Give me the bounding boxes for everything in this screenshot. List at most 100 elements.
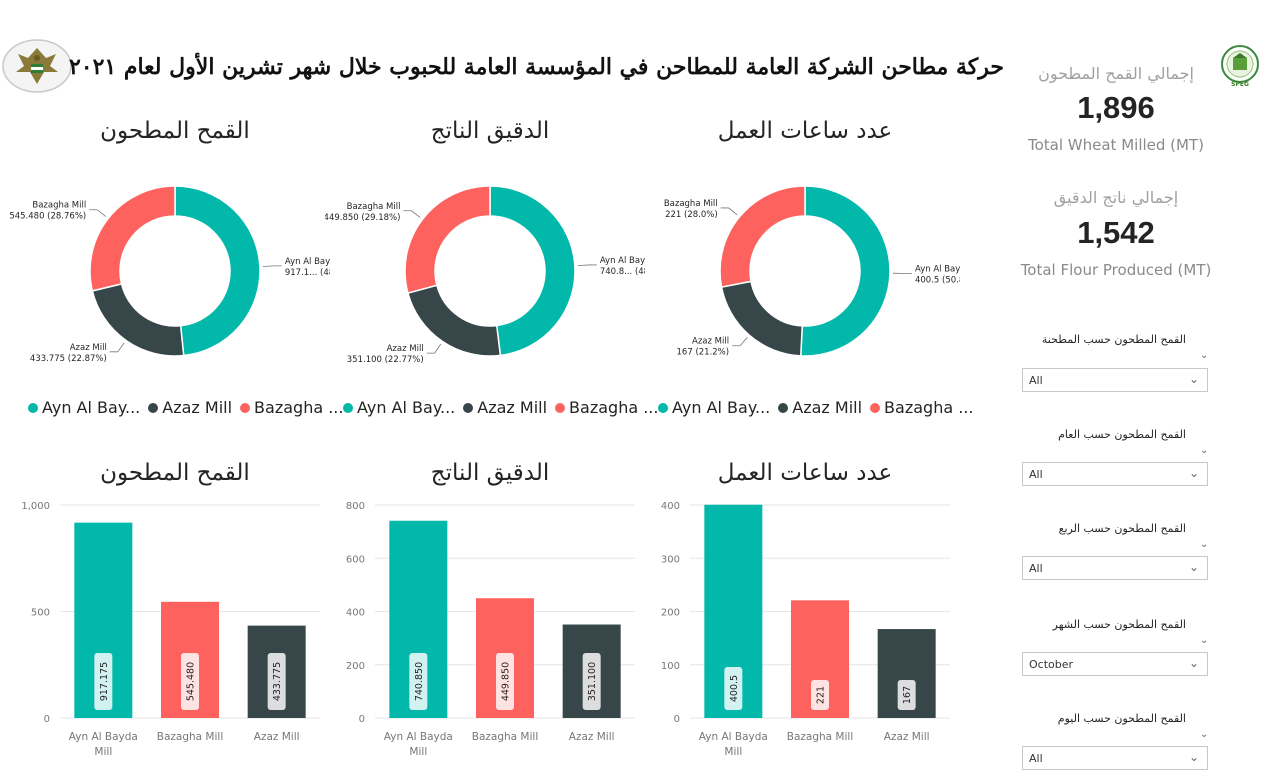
bar-value-label: 449.850 bbox=[501, 662, 512, 701]
donut-slice-value-label: 917.1... (48.3...) bbox=[285, 268, 330, 278]
chevron-down-icon[interactable]: ⌄ bbox=[1200, 635, 1209, 646]
slicer-dropdown-quarter[interactable]: All ⌄ bbox=[1022, 556, 1208, 580]
slicer-label-year: القمح المطحون حسب العام bbox=[1058, 428, 1186, 441]
legend-item-bazagha[interactable]: Bazagha ... bbox=[555, 398, 658, 417]
wheat-milled-bar-chart: 0 500 1,000 917.175 Ayn Al Bayda Mill 545.480 B… bbox=[21, 501, 320, 758]
x-category-label: Mill bbox=[409, 746, 427, 758]
x-category-label: Azaz Mill bbox=[569, 731, 615, 743]
x-category-label: Bazagha Mill bbox=[787, 731, 854, 743]
donut-slice-value-label: 545.480 (28.76%) bbox=[10, 212, 86, 222]
donut-slice[interactable] bbox=[799, 185, 891, 357]
legend-dot-teal bbox=[28, 402, 38, 413]
bar-value-label: 351.100 bbox=[587, 662, 598, 701]
hours-donut-legend: Ayn Al Bay... Azaz Mill Bazagha ... bbox=[658, 398, 973, 417]
donut-slice[interactable] bbox=[89, 185, 176, 292]
chart-title-hours-bar: عدد ساعات العمل bbox=[717, 460, 893, 486]
x-category-label: Bazagha Mill bbox=[157, 731, 224, 743]
y-tick-label: 800 bbox=[346, 501, 365, 512]
legend-label: Azaz Mill bbox=[162, 398, 233, 417]
chevron-down-icon[interactable]: ⌄ bbox=[1200, 539, 1209, 550]
x-category-label: Azaz Mill bbox=[884, 731, 930, 743]
legend-dot-red bbox=[240, 402, 251, 413]
slicer-dropdown-year[interactable]: All ⌄ bbox=[1022, 462, 1208, 486]
kpi-total-wheat-arabic-label: إجمالي القمح المطحون bbox=[1038, 64, 1194, 83]
donut-slice[interactable] bbox=[174, 185, 261, 357]
legend-dot-teal bbox=[343, 402, 353, 413]
y-tick-label: 400 bbox=[346, 608, 365, 619]
slicer-label-mill: القمح المطحون حسب المطحنة bbox=[1041, 333, 1186, 346]
legend-item-ayn-al-bayda[interactable]: Ayn Al Bay... bbox=[343, 398, 455, 417]
legend-item-bazagha[interactable]: Bazagha ... bbox=[870, 398, 973, 417]
donut-slice-value-label: 351.100 (22.77%) bbox=[347, 355, 424, 365]
legend-dot-teal bbox=[658, 402, 668, 413]
donut-slice-name-label: Bazagha Mill bbox=[664, 199, 718, 209]
chevron-down-icon: ⌄ bbox=[1188, 656, 1199, 670]
y-tick-label: 0 bbox=[44, 714, 50, 725]
legend-item-ayn-al-bayda[interactable]: Ayn Al Bay... bbox=[28, 398, 140, 417]
y-tick-label: 1,000 bbox=[21, 501, 50, 512]
donut-leader-line bbox=[426, 343, 442, 354]
slicer-value: All bbox=[1029, 468, 1043, 481]
bar-value-label-box bbox=[409, 653, 428, 710]
chevron-down-icon: ⌄ bbox=[1188, 560, 1199, 574]
y-tick-label: 200 bbox=[661, 608, 680, 619]
kpi-total-wheat-english-label: Total Wheat Milled (MT) bbox=[1028, 136, 1204, 154]
flour-donut-legend: Ayn Al Bay... Azaz Mill Bazagha ... bbox=[343, 398, 658, 417]
legend-label: Ayn Al Bay... bbox=[357, 398, 456, 417]
donut-slice[interactable] bbox=[489, 185, 576, 357]
speg-logo: SPEG bbox=[1221, 45, 1259, 88]
x-category-label: Ayn Al Bayda bbox=[384, 731, 453, 743]
donut-slice-name-label: Ayn Al Bayda ... bbox=[915, 264, 960, 274]
donut-slice-value-label: 433.775 (22.87%) bbox=[30, 354, 107, 364]
legend-item-azaz[interactable]: Azaz Mill bbox=[778, 398, 862, 417]
chevron-down-icon[interactable]: ⌄ bbox=[1200, 729, 1209, 740]
svg-text:SPEG: SPEG bbox=[1231, 81, 1249, 88]
chevron-down-icon: ⌄ bbox=[1188, 466, 1199, 480]
donut-slice[interactable] bbox=[719, 185, 806, 288]
donut-slice[interactable] bbox=[404, 185, 491, 294]
slicer-dropdown-month[interactable]: October ⌄ bbox=[1022, 652, 1208, 676]
kpi-total-flour-value: 1,542 bbox=[1077, 215, 1155, 250]
legend-dot-dark bbox=[778, 402, 789, 413]
donut-slice-name-label: Bazagha Mill bbox=[347, 202, 401, 212]
x-category-label: Bazagha Mill bbox=[472, 731, 539, 743]
donut-leader-line bbox=[577, 264, 597, 267]
slicer-label-month: القمح المطحون حسب الشهر bbox=[1052, 618, 1186, 631]
donut-slice-value-label: 221 (28.0%) bbox=[665, 210, 718, 220]
bar-value-label-box bbox=[94, 653, 113, 710]
legend-item-azaz[interactable]: Azaz Mill bbox=[463, 398, 547, 417]
donut-slice-name-label: Azaz Mill bbox=[387, 344, 424, 354]
working-hours-bar-chart: 0 100 200 300 400 400.5 Ayn Al Bayda Mill 221 Baz… bbox=[661, 501, 950, 758]
y-tick-label: 500 bbox=[31, 608, 50, 619]
x-category-label: Azaz Mill bbox=[254, 731, 300, 743]
kpi-total-wheat-value: 1,896 bbox=[1077, 90, 1155, 125]
legend-label: Bazagha ... bbox=[569, 398, 659, 417]
legend-label: Ayn Al Bay... bbox=[42, 398, 141, 417]
donut-leader-line bbox=[89, 209, 107, 217]
donut-slice-name-label: Ayn Al Bayda ... bbox=[285, 257, 330, 267]
donut-slice-name-label: Azaz Mill bbox=[70, 343, 107, 353]
chevron-down-icon[interactable]: ⌄ bbox=[1200, 350, 1209, 361]
bar-value-label: 917.175 bbox=[99, 662, 110, 701]
x-category-label: Ayn Al Bayda bbox=[699, 731, 768, 743]
slicer-dropdown-mill[interactable]: All ⌄ bbox=[1022, 368, 1208, 392]
legend-item-bazagha[interactable]: Bazagha ... bbox=[240, 398, 343, 417]
y-tick-label: 600 bbox=[346, 554, 365, 565]
chart-title-hours-donut: عدد ساعات العمل bbox=[717, 118, 893, 144]
chevron-down-icon: ⌄ bbox=[1188, 372, 1199, 386]
donut-slice-value-label: 167 (21.2%) bbox=[677, 348, 730, 358]
chevron-down-icon: ⌄ bbox=[1188, 750, 1199, 764]
x-category-label: Ayn Al Bayda bbox=[69, 731, 138, 743]
chevron-down-icon[interactable]: ⌄ bbox=[1200, 445, 1209, 456]
slicer-dropdown-day[interactable]: All ⌄ bbox=[1022, 746, 1208, 770]
chart-title-flour-donut: الدقيق الناتج bbox=[430, 118, 550, 144]
x-category-label: Mill bbox=[724, 746, 742, 758]
donut-slice-value-label: 449.850 (29.18%) bbox=[325, 213, 400, 223]
legend-label: Ayn Al Bay... bbox=[672, 398, 771, 417]
wheat-donut-legend: Ayn Al Bay... Azaz Mill Bazagha ... bbox=[28, 398, 343, 417]
y-tick-label: 300 bbox=[661, 554, 680, 565]
legend-item-azaz[interactable]: Azaz Mill bbox=[148, 398, 232, 417]
legend-dot-red bbox=[555, 402, 566, 413]
legend-item-ayn-al-bayda[interactable]: Ayn Al Bay... bbox=[658, 398, 770, 417]
donut-slice[interactable] bbox=[720, 280, 804, 357]
